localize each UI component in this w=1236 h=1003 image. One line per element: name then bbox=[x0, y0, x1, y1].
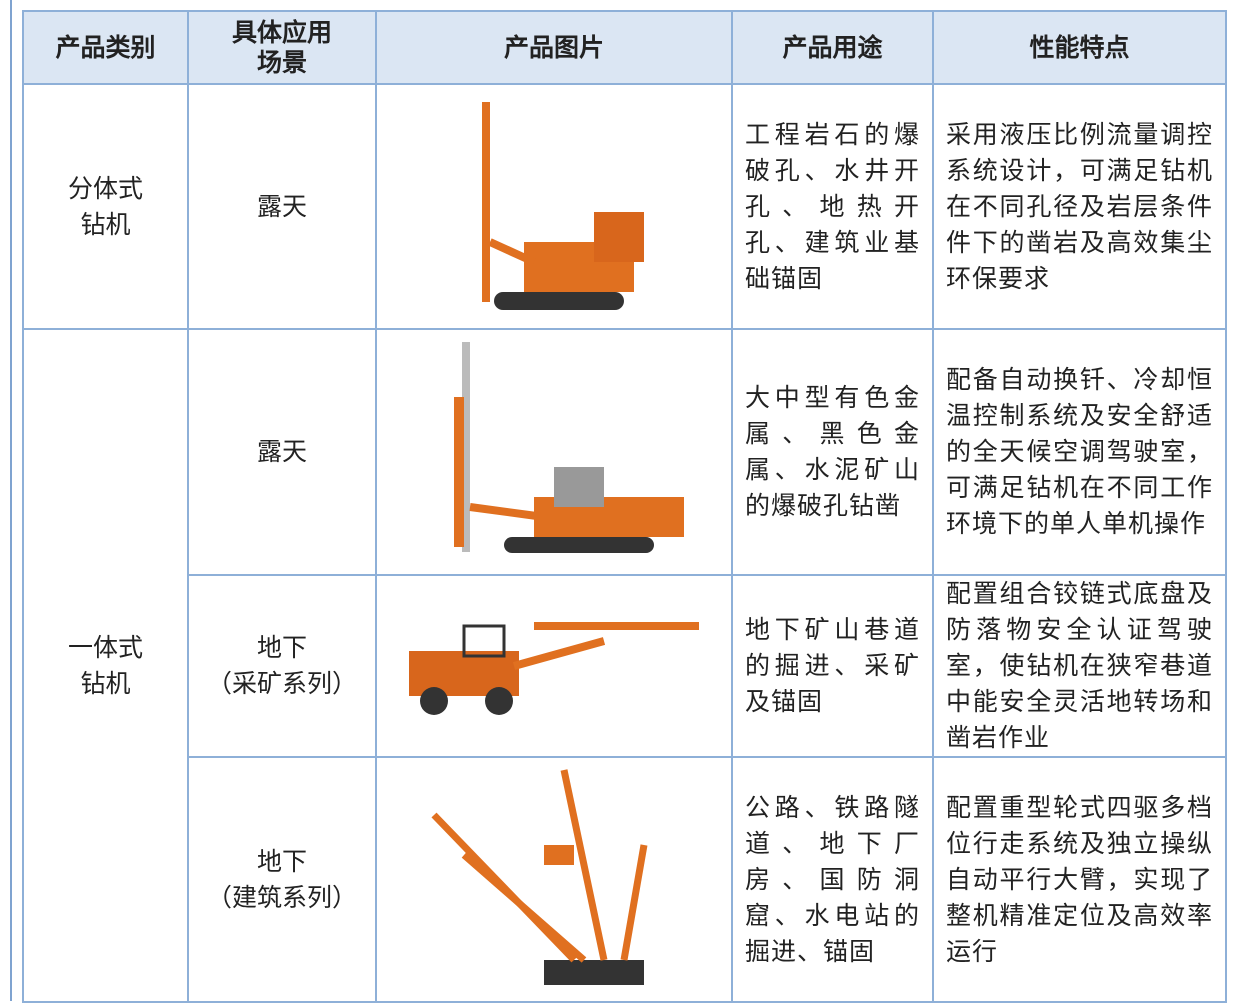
product-table: 产品类别 具体应用场景 产品图片 产品用途 性能特点 分体式钻机 露天 工程岩石… bbox=[22, 10, 1227, 1003]
row: 分体式钻机 露天 工程岩石的爆破孔、水井开孔、地热开孔、建筑业基础锚固 采用液压… bbox=[22, 83, 1227, 330]
features: 采用液压比例流量调控系统设计，可满足钻机在不同孔径及岩层条件件下的凿岩及高效集尘… bbox=[932, 83, 1227, 330]
row: 地下 （采矿系列） 地下矿山巷道的掘进、采矿及锚固 配置组合铰链式底盘及防落物安全… bbox=[23, 574, 1227, 758]
features: 配置重型轮式四驱多档位行走系统及独立操纵自动平行大臂，实现了整机精准定位及高效率… bbox=[932, 756, 1227, 1003]
scene: 地下 （建筑系列） bbox=[187, 756, 377, 1003]
product-image bbox=[454, 342, 684, 553]
scene-line: 露天 bbox=[256, 437, 307, 466]
header-cell: 具体应用场景 bbox=[187, 10, 377, 85]
header-row: 产品类别 具体应用场景 产品图片 产品用途 性能特点 bbox=[22, 10, 1227, 85]
image-cell bbox=[375, 574, 733, 758]
header-cell: 产品图片 bbox=[375, 10, 733, 85]
scene: 露天 bbox=[187, 328, 377, 576]
product-image bbox=[409, 622, 699, 715]
scene-line: （建筑系列） bbox=[206, 882, 357, 912]
page-edge bbox=[10, 0, 12, 1001]
header-cell: 性能特点 bbox=[932, 10, 1227, 85]
header-cell: 产品类别 bbox=[22, 10, 189, 85]
image-cell bbox=[375, 328, 733, 576]
category: 分体式钻机 bbox=[22, 83, 189, 330]
usage: 大中型有色金属、黑色金属、水泥矿山的爆破孔钻凿 bbox=[731, 328, 934, 576]
usage: 工程岩石的爆破孔、水井开孔、地热开孔、建筑业基础锚固 bbox=[731, 83, 934, 330]
image-cell bbox=[375, 83, 733, 330]
row: 一体式钻机 露天 大中型有色金属、黑色金属、水泥矿山的爆破孔钻凿 配备自动换钎、… bbox=[22, 328, 1227, 1003]
scene-line: （采矿系列） bbox=[206, 669, 357, 698]
scene-line: 露天 bbox=[256, 191, 307, 221]
scene-line: 地下 bbox=[256, 846, 307, 876]
usage: 公路、铁路隧道、地下厂房、国防洞窟、水电站的掘进、锚固 bbox=[731, 756, 934, 1003]
scene: 地下 （采矿系列） bbox=[187, 574, 377, 758]
scene: 露天 bbox=[187, 83, 377, 330]
features: 配置组合铰链式底盘及防落物安全认证驾驶室，使钻机在狭窄巷道中能安全灵活地转场和凿… bbox=[932, 574, 1227, 758]
header-cell: 产品用途 bbox=[731, 10, 934, 85]
category: 一体式钻机 bbox=[22, 328, 189, 1003]
product-image bbox=[482, 101, 644, 310]
image-cell bbox=[375, 756, 733, 1003]
row: 地下 （建筑系列） 公路、铁路隧道、地下厂房、国防洞窟、水电站的掘进、锚固 配置重… bbox=[23, 756, 1227, 1003]
scene-line: 地下 bbox=[256, 633, 307, 662]
usage: 地下矿山巷道的掘进、采矿及锚固 bbox=[731, 574, 934, 758]
product-image bbox=[431, 768, 648, 985]
features: 配备自动换钎、冷却恒温控制系统及安全舒适的全天候空调驾驶室，可满足钻机在不同工作… bbox=[932, 328, 1227, 576]
